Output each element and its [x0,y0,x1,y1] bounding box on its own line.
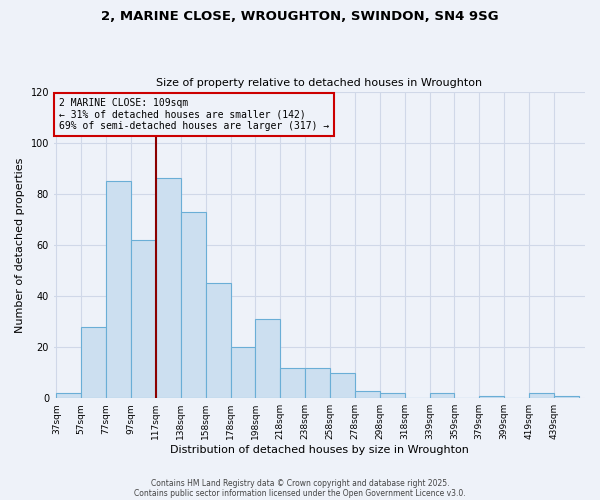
Bar [430,393,454,398]
Bar [529,393,554,398]
Bar [479,396,504,398]
Bar [106,181,131,398]
Bar [230,347,256,398]
Text: Contains public sector information licensed under the Open Government Licence v3: Contains public sector information licen… [134,488,466,498]
Y-axis label: Number of detached properties: Number of detached properties [15,157,25,332]
Bar [554,396,579,398]
Bar [56,393,81,398]
Bar [280,368,305,398]
Title: Size of property relative to detached houses in Wroughton: Size of property relative to detached ho… [157,78,482,88]
Bar [380,393,404,398]
Bar [256,319,280,398]
Bar [355,390,380,398]
Bar [330,372,355,398]
Bar [206,283,230,398]
Bar [181,212,206,398]
Bar [305,368,330,398]
Text: Contains HM Land Registry data © Crown copyright and database right 2025.: Contains HM Land Registry data © Crown c… [151,478,449,488]
Bar [81,326,106,398]
X-axis label: Distribution of detached houses by size in Wroughton: Distribution of detached houses by size … [170,445,469,455]
Text: 2, MARINE CLOSE, WROUGHTON, SWINDON, SN4 9SG: 2, MARINE CLOSE, WROUGHTON, SWINDON, SN4… [101,10,499,23]
Text: 2 MARINE CLOSE: 109sqm
← 31% of detached houses are smaller (142)
69% of semi-de: 2 MARINE CLOSE: 109sqm ← 31% of detached… [59,98,329,131]
Bar [156,178,181,398]
Bar [131,240,156,398]
